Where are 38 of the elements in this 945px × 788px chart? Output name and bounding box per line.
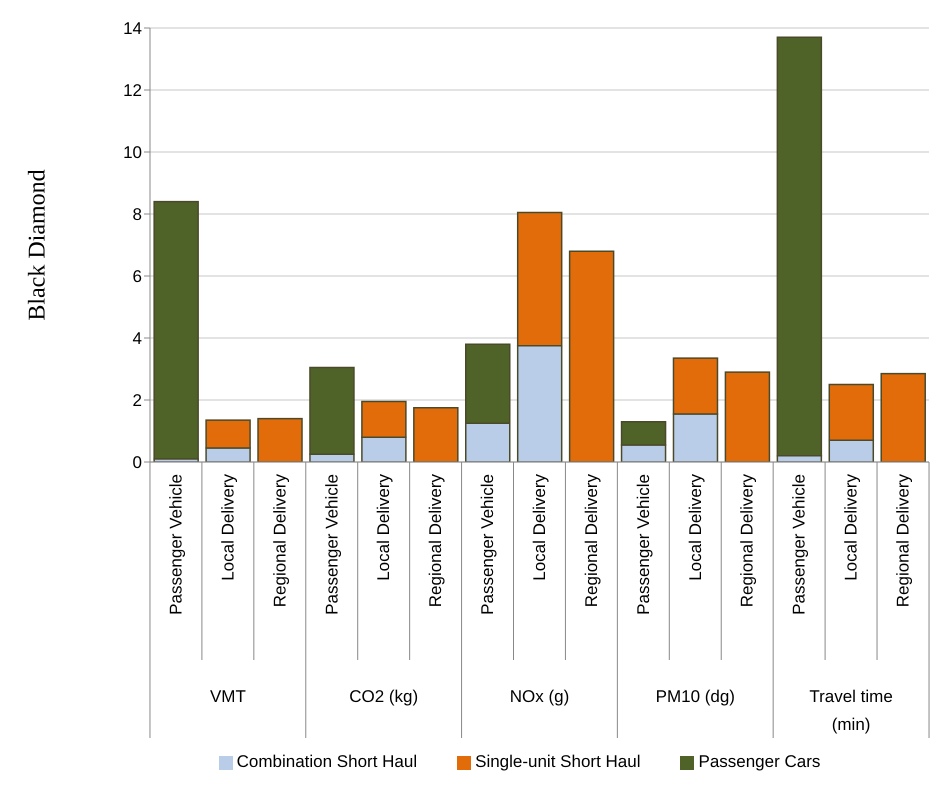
legend-label: Passenger Cars bbox=[698, 752, 820, 771]
x-tick-label: Regional Delivery bbox=[738, 474, 757, 608]
y-tick-label: 2 bbox=[132, 391, 142, 410]
x-tick-label: Passenger Vehicle bbox=[634, 474, 653, 615]
legend-label: Single-unit Short Haul bbox=[475, 752, 640, 771]
bar bbox=[568, 250, 614, 462]
bar bbox=[880, 372, 926, 462]
y-tick-label: 12 bbox=[123, 81, 142, 100]
x-tick-label: Local Delivery bbox=[218, 474, 238, 581]
text: NOx (g) bbox=[510, 687, 570, 706]
x-tick-label: Regional Delivery bbox=[426, 474, 446, 608]
x-tick-label: Passenger Vehicle bbox=[478, 474, 498, 615]
text: PM10 (dg) bbox=[656, 687, 735, 706]
x-tick-label: Regional Delivery bbox=[894, 474, 913, 608]
x-tick-label: Regional Delivery bbox=[582, 474, 601, 608]
text: CO2 (kg) bbox=[349, 687, 418, 706]
y-tick-label: 4 bbox=[132, 329, 142, 348]
y-tick-label: 6 bbox=[132, 267, 142, 286]
x-tick-label: Local Delivery bbox=[374, 474, 394, 581]
y-tick-label: 0 bbox=[132, 453, 142, 472]
text: VMT bbox=[210, 687, 246, 706]
y-tick-label: 14 bbox=[123, 19, 142, 38]
text: Travel time (min) bbox=[809, 687, 893, 734]
x-tick-label: Passenger Vehicle bbox=[790, 474, 809, 615]
x-tick-label: Regional Delivery bbox=[270, 474, 290, 608]
x-tick-label: Passenger Vehicle bbox=[322, 474, 342, 615]
x-tick-label: Local Delivery bbox=[530, 474, 549, 581]
bar bbox=[153, 200, 199, 460]
bar bbox=[724, 371, 770, 462]
bar bbox=[257, 418, 303, 462]
x-tick-label: Passenger Vehicle bbox=[166, 474, 186, 615]
y-axis-title: Black Diamond bbox=[24, 169, 51, 321]
x-tick-label: Local Delivery bbox=[686, 474, 705, 581]
legend-label: Combination Short Haul bbox=[236, 752, 418, 771]
bar bbox=[413, 407, 459, 462]
y-tick-label: 8 bbox=[132, 205, 142, 224]
x-tick-label: Local Delivery bbox=[842, 474, 861, 581]
y-tick-label: 10 bbox=[123, 143, 142, 162]
